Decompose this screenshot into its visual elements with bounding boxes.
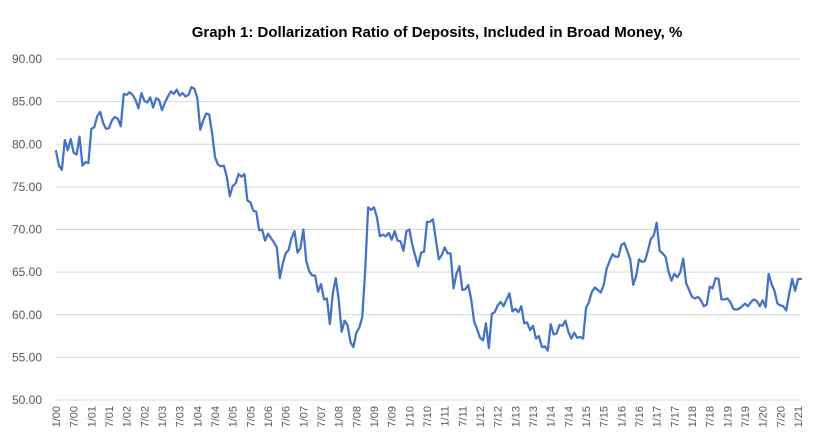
y-tick-label: 90.00 [12, 52, 42, 66]
x-tick-label: 1/11 [440, 406, 452, 427]
x-tick-label: 1/03 [157, 406, 169, 427]
x-axis-ticks: 1/00 7/00 1/01 7/01 1/02 7/02 1/03 7/03 1/04 7/04… [51, 406, 805, 427]
x-tick-label: 1/00 [51, 406, 63, 427]
x-tick-label: 7/08 [351, 406, 363, 427]
x-tick-label: 1/21 [793, 406, 805, 427]
x-tick-label: 1/13 [510, 406, 522, 427]
x-tick-label: 7/16 [634, 406, 646, 427]
x-tick-label: 7/00 [69, 406, 81, 427]
x-tick-label: 7/04 [210, 406, 222, 427]
x-tick-label: 7/11 [457, 406, 469, 427]
gridlines [56, 58, 801, 401]
y-tick-label: 50.00 [12, 393, 42, 407]
x-tick-label: 1/05 [228, 406, 240, 427]
x-tick-label: 7/17 [669, 406, 681, 427]
x-tick-label: 1/06 [263, 406, 275, 427]
x-tick-label: 1/10 [404, 406, 416, 427]
x-tick-label: 7/20 [775, 406, 787, 427]
y-tick-label: 65.00 [12, 265, 42, 279]
x-tick-label: 1/01 [86, 406, 98, 427]
y-tick-label: 55.00 [12, 350, 42, 364]
x-tick-label: 7/06 [281, 406, 293, 427]
x-tick-label: 1/16 [616, 406, 628, 427]
series-line [54, 86, 803, 352]
x-tick-label: 1/17 [652, 406, 664, 427]
x-tick-label: 1/19 [722, 406, 734, 427]
chart-title: Graph 1: Dollarization Ratio of Deposits… [192, 24, 683, 41]
x-tick-label: 1/04 [192, 406, 204, 427]
x-tick-label: 7/01 [104, 406, 116, 427]
y-tick-label: 85.00 [12, 95, 42, 109]
x-tick-label: 7/19 [740, 406, 752, 427]
x-tick-label: 7/15 [599, 406, 611, 427]
x-tick-label: 7/09 [387, 406, 399, 427]
x-tick-label: 7/14 [563, 406, 575, 427]
y-tick-label: 60.00 [12, 308, 42, 322]
y-tick-label: 80.00 [12, 137, 42, 151]
x-tick-label: 7/05 [245, 406, 257, 427]
x-tick-label: 7/12 [493, 406, 505, 427]
y-tick-label: 75.00 [12, 180, 42, 194]
x-tick-label: 7/03 [175, 406, 187, 427]
x-tick-label: 1/08 [334, 406, 346, 427]
x-tick-label: 7/02 [139, 406, 151, 427]
x-tick-label: 7/07 [316, 406, 328, 427]
x-tick-label: 1/14 [546, 406, 558, 427]
x-tick-label: 7/18 [705, 406, 717, 427]
x-tick-label: 1/07 [298, 406, 310, 427]
x-tick-label: 1/18 [687, 406, 699, 427]
y-axis-ticks: 50.00 55.00 60.00 65.00 70.00 75.00 80.00 85.00… [12, 52, 42, 407]
x-tick-label: 7/13 [528, 406, 540, 427]
x-tick-label: 1/12 [475, 406, 487, 427]
x-tick-label: 7/10 [422, 406, 434, 427]
x-tick-label: 1/02 [122, 406, 134, 427]
series-layer [54, 86, 803, 352]
x-tick-label: 1/20 [758, 406, 770, 427]
x-tick-label: 1/15 [581, 406, 593, 427]
y-tick-label: 70.00 [12, 223, 42, 237]
x-tick-label: 1/09 [369, 406, 381, 427]
